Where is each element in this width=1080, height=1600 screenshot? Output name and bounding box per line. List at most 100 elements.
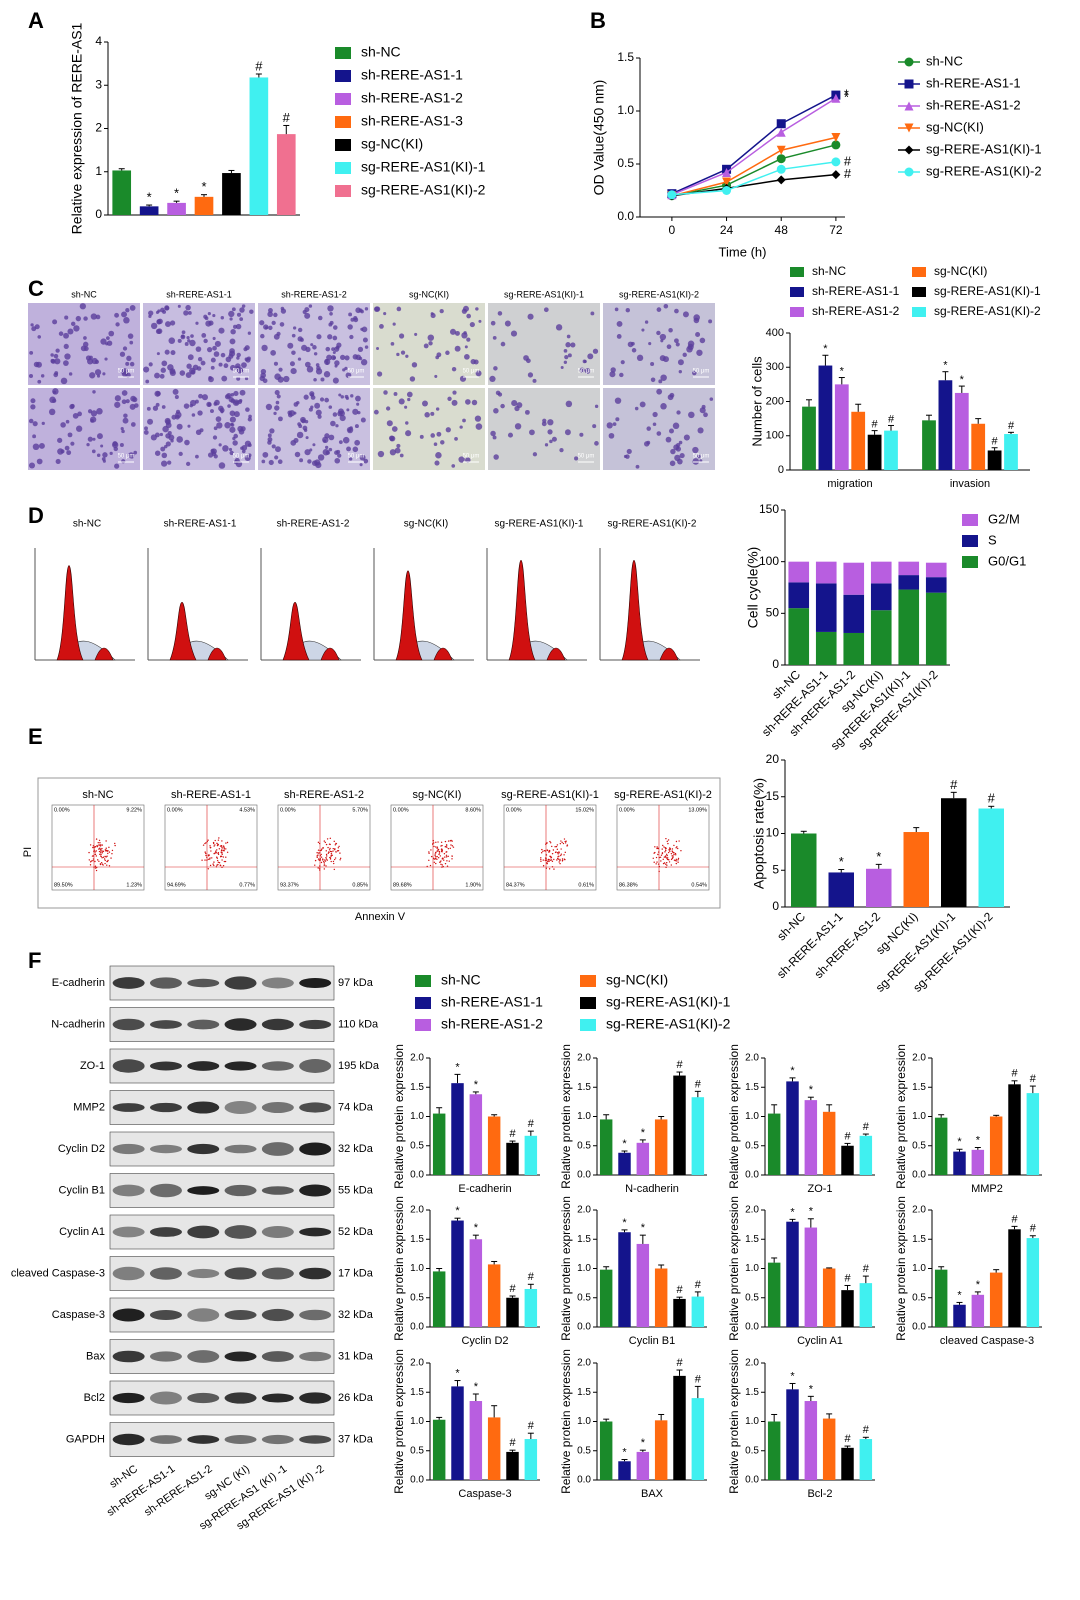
- cell: [36, 458, 43, 465]
- blot-band: [224, 1101, 257, 1114]
- cell: [579, 432, 584, 437]
- cell: [228, 447, 233, 452]
- blot-band: [112, 1308, 145, 1322]
- event: [542, 865, 545, 867]
- event: [550, 856, 553, 858]
- cell: [364, 307, 369, 311]
- x-axis-label: MMP2: [971, 1183, 1003, 1195]
- significance-mark: *: [844, 87, 849, 102]
- cell: [326, 354, 333, 361]
- event: [321, 848, 323, 850]
- cell: [164, 305, 170, 311]
- event: [437, 849, 439, 851]
- cell: [172, 388, 179, 395]
- event: [317, 841, 320, 844]
- cell: [404, 405, 408, 409]
- significance-mark: #: [695, 1279, 702, 1291]
- cell: [187, 311, 192, 315]
- event: [217, 852, 219, 854]
- cell: [304, 449, 311, 456]
- blot-band: [149, 1061, 182, 1071]
- event: [329, 857, 332, 859]
- event: [558, 855, 560, 857]
- y-tick-label: 1.0: [912, 1263, 926, 1274]
- blot-band: [187, 1061, 220, 1071]
- cell: [89, 372, 96, 379]
- blot-band: [112, 1103, 145, 1112]
- blot-band: [112, 1059, 145, 1073]
- cell: [190, 334, 194, 338]
- quadrant-value: 8.60%: [465, 807, 481, 813]
- event: [663, 846, 665, 848]
- blot-band: [261, 1101, 294, 1114]
- event: [219, 864, 222, 867]
- event: [322, 861, 325, 863]
- blot-band: [149, 1102, 182, 1113]
- event: [669, 850, 671, 852]
- event: [317, 858, 320, 860]
- event: [451, 840, 453, 842]
- cell: [246, 356, 251, 361]
- cell: [170, 350, 176, 356]
- significance-mark: #: [844, 1130, 851, 1142]
- cell: [355, 395, 361, 402]
- legend-label: sh-RERE-AS1-2: [361, 90, 463, 106]
- image-label: sh-RERE-AS1-1: [166, 289, 232, 299]
- image-label: sh-RERE-AS1-2: [277, 519, 350, 530]
- cell: [240, 446, 244, 450]
- y-tick-label: 0.0: [745, 1170, 759, 1181]
- event: [223, 850, 225, 852]
- cell: [356, 402, 360, 406]
- event: [436, 847, 438, 850]
- event: [331, 854, 333, 857]
- event: [542, 859, 544, 861]
- cell: [169, 320, 176, 326]
- event: [439, 855, 442, 857]
- cell: [656, 330, 661, 336]
- event: [549, 859, 552, 861]
- y-tick-label: 20: [766, 752, 780, 766]
- bar: [673, 1075, 686, 1175]
- blot-band: [224, 1392, 257, 1404]
- dotplot: [51, 804, 145, 891]
- cell: [161, 360, 168, 367]
- event: [205, 842, 207, 844]
- cell: [354, 424, 359, 429]
- event: [545, 854, 547, 856]
- y-tick-label: 0.0: [745, 1475, 759, 1486]
- size-label: 17 kDa: [338, 1267, 374, 1279]
- scale-bar-label: 50 μm: [348, 454, 365, 460]
- event: [211, 857, 213, 859]
- bar: [818, 365, 833, 470]
- event: [205, 852, 207, 855]
- bar-segment: [843, 562, 865, 595]
- quadrant-value: 0.54%: [691, 882, 707, 888]
- event: [451, 858, 453, 860]
- cell: [335, 424, 339, 428]
- cell: [447, 396, 452, 401]
- x-axis-label: ZO-1: [807, 1183, 832, 1195]
- panel-letter: E: [28, 724, 43, 749]
- event: [332, 847, 334, 850]
- cell: [551, 436, 557, 442]
- cell: [614, 397, 622, 404]
- cell: [564, 429, 571, 436]
- significance-mark: *: [641, 1127, 646, 1139]
- cell: [347, 324, 353, 330]
- scale-bar-label: 50 μm: [578, 369, 595, 375]
- cell: [91, 357, 98, 365]
- event: [327, 852, 329, 854]
- event: [333, 840, 335, 843]
- bar: [822, 1111, 836, 1175]
- quadrant-value: 93.37%: [280, 882, 299, 888]
- event: [676, 846, 678, 848]
- event: [667, 857, 669, 859]
- cell: [396, 443, 401, 448]
- cell: [424, 412, 430, 418]
- cell: [396, 306, 402, 312]
- blot-band: [299, 1184, 332, 1197]
- cell: [396, 352, 400, 357]
- cell: [688, 411, 695, 419]
- y-axis-label: Relative protein expression: [727, 1196, 741, 1341]
- cell: [32, 434, 37, 439]
